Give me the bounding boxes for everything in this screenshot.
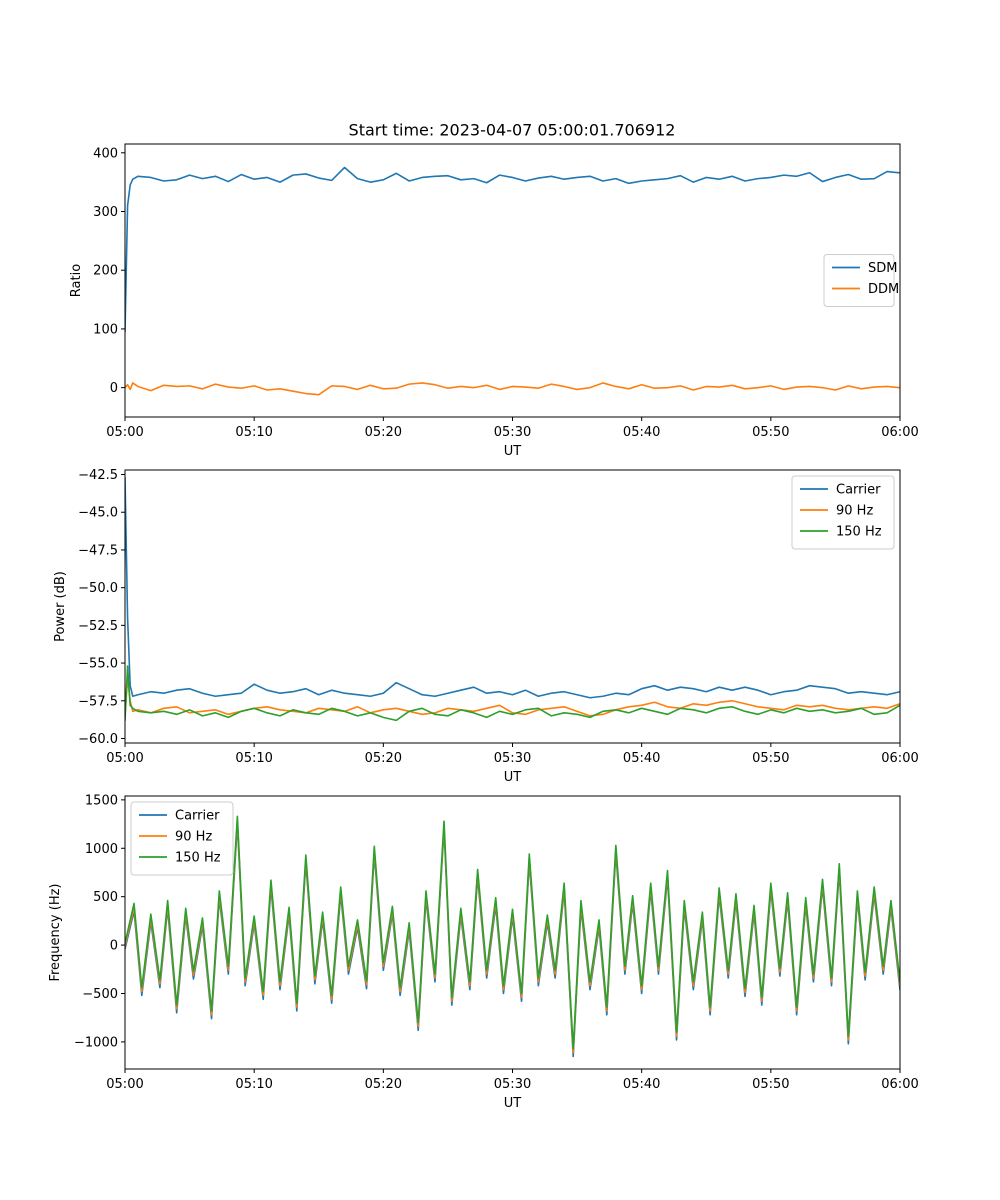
series-group xyxy=(125,815,900,1058)
legend-label: 150 Hz xyxy=(175,851,221,866)
y-tick-label: 400 xyxy=(93,146,118,161)
y-tick-label: 1000 xyxy=(85,842,118,857)
x-tick-label: 05:30 xyxy=(494,425,531,440)
x-tick-label: 05:20 xyxy=(365,425,402,440)
x-tick-label: 05:50 xyxy=(752,425,789,440)
x-tick-label: 05:40 xyxy=(623,1077,660,1092)
x-tick-label: 05:10 xyxy=(235,751,272,766)
chart-panel-1: 05:00 05:10 05:20 05:30 05:40 05:50 06:00 0 100 2… xyxy=(69,143,919,459)
x-tick-label: 06:00 xyxy=(881,1077,918,1092)
y-tick-label: −42.5 xyxy=(78,468,118,483)
y-tick-label: −52.5 xyxy=(78,619,118,634)
x-tick-label: 05:30 xyxy=(494,1077,531,1092)
y-axis-label: Frequency (Hz) xyxy=(48,883,63,981)
y-tick-label: −60.0 xyxy=(78,732,118,747)
legend: SDM DDM xyxy=(823,254,899,307)
series-line-90-hz xyxy=(125,677,900,717)
legend-label: Carrier xyxy=(836,483,881,498)
x-tick-label: 05:10 xyxy=(235,1077,272,1092)
x-tick-label: 05:20 xyxy=(365,1077,402,1092)
legend-label: 90 Hz xyxy=(175,830,212,845)
legend-label: SDM xyxy=(868,261,897,276)
x-tick-label: 05:50 xyxy=(752,1077,789,1092)
y-tick-label: 300 xyxy=(93,205,118,220)
x-tick-label: 05:30 xyxy=(494,751,531,766)
series-group xyxy=(125,476,900,722)
y-tick-label: −50.0 xyxy=(78,581,118,596)
x-tick-label: 05:00 xyxy=(106,1077,143,1092)
x-tick-label: 05:40 xyxy=(623,425,660,440)
legend-label: 90 Hz xyxy=(836,504,873,519)
chart-panel-3: 05:00 05:10 05:20 05:30 05:40 05:50 06:00 −1000… xyxy=(48,793,919,1111)
x-axis-label: UT xyxy=(504,1096,522,1111)
y-tick-label: 1500 xyxy=(85,793,118,808)
x-tick-label: 05:50 xyxy=(752,751,789,766)
x-tick-label: 05:00 xyxy=(106,425,143,440)
y-axis-label: Ratio xyxy=(69,264,84,297)
legend-label: DDM xyxy=(868,282,899,297)
x-tick-label: 06:00 xyxy=(881,425,918,440)
legend-label: 150 Hz xyxy=(836,525,882,540)
x-tick-label: 05:00 xyxy=(106,751,143,766)
y-tick-label: −55.0 xyxy=(78,657,118,672)
x-tick-label: 06:00 xyxy=(881,751,918,766)
x-tick-label: 05:20 xyxy=(365,751,402,766)
chart-panels: 05:00 05:10 05:20 05:30 05:40 05:50 06:00 0 100 2… xyxy=(48,143,919,1111)
series-line-150-hz xyxy=(125,815,900,1050)
y-tick-label: 0 xyxy=(110,381,118,396)
x-axis-label: UT xyxy=(504,770,522,785)
y-axis-label: Power (dB) xyxy=(53,571,68,642)
chart-panel-2: 05:00 05:10 05:20 05:30 05:40 05:50 06:00 −60.0… xyxy=(53,468,919,785)
x-tick-label: 05:40 xyxy=(623,751,660,766)
figure-title: Start time: 2023-04-07 05:00:01.706912 xyxy=(349,121,676,140)
y-tick-label: −45.0 xyxy=(78,506,118,521)
y-tick-label: −1000 xyxy=(74,1035,118,1050)
y-tick-label: 500 xyxy=(93,890,118,905)
y-tick-label: −47.5 xyxy=(78,543,118,558)
y-tick-label: 0 xyxy=(110,939,118,954)
y-tick-label: 200 xyxy=(93,264,118,279)
series-line-150-hz xyxy=(125,665,900,722)
x-axis-label: UT xyxy=(504,444,522,459)
series-line-ddm xyxy=(125,382,900,396)
y-tick-label: −57.5 xyxy=(78,694,118,709)
y-tick-label: 100 xyxy=(93,322,118,337)
legend: Carrier 90 Hz 150 Hz xyxy=(791,475,895,550)
series-group xyxy=(125,166,900,396)
legend: Carrier 90 Hz 150 Hz xyxy=(130,801,234,876)
y-tick-label: −500 xyxy=(82,987,118,1002)
x-tick-label: 05:10 xyxy=(235,425,272,440)
legend-label: Carrier xyxy=(175,809,220,824)
series-line-sdm xyxy=(125,166,900,333)
series-line-carrier xyxy=(125,476,900,699)
